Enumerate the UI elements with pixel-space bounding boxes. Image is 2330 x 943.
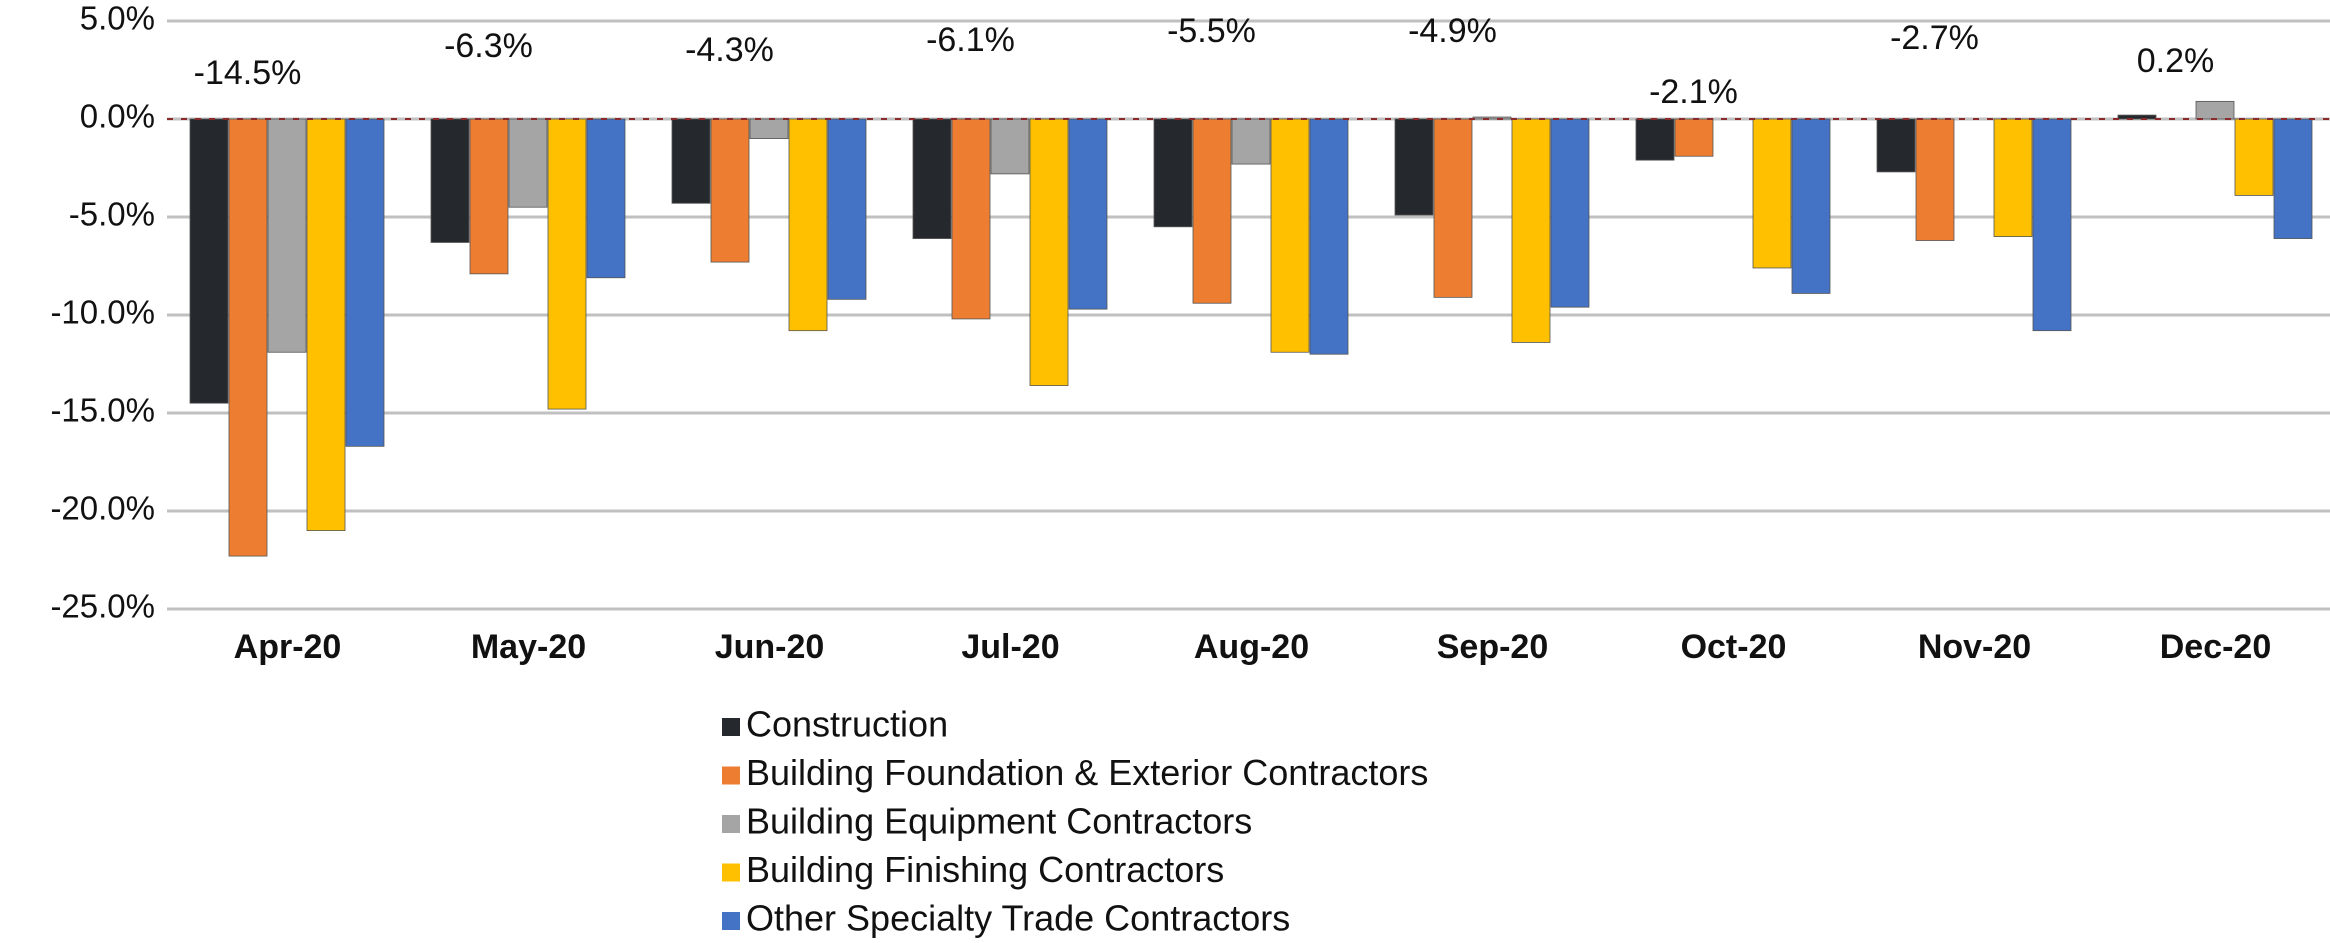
legend-swatch: [722, 718, 740, 736]
bar: [710, 118, 750, 263]
x-tick-label: Sep-20: [1437, 628, 1549, 666]
y-tick-label: -5.0%: [69, 196, 155, 233]
bar: [345, 118, 385, 447]
x-tick-label: Jun-20: [715, 628, 825, 666]
data-label: -4.9%: [1408, 12, 1497, 50]
data-label: -6.1%: [926, 21, 1015, 59]
bar: [1394, 118, 1434, 216]
y-tick-label: 0.0%: [80, 98, 155, 135]
bar: [1791, 118, 1831, 294]
bar: [2117, 114, 2157, 120]
bar: [1674, 118, 1714, 157]
bar: [1876, 118, 1916, 173]
bar: [2195, 100, 2235, 120]
bar: [788, 118, 828, 332]
bar: [586, 118, 626, 279]
bar: [508, 118, 548, 208]
data-label: -2.7%: [1890, 19, 1979, 57]
x-tick-label: Aug-20: [1194, 628, 1309, 666]
x-tick-label: Dec-20: [2160, 628, 2272, 666]
legend-label: Building Finishing Contractors: [746, 849, 1224, 890]
bar: [912, 118, 952, 239]
x-tick-label: Nov-20: [1918, 628, 2031, 666]
legend-swatch: [722, 815, 740, 833]
legend-swatch: [722, 766, 740, 785]
bar: [2032, 118, 2072, 332]
legend-swatch: [722, 912, 740, 930]
bar: [1511, 118, 1551, 343]
data-label: -2.1%: [1649, 73, 1738, 111]
bar: [1752, 118, 1792, 269]
y-tick-label: -15.0%: [50, 392, 155, 429]
bar: [1550, 118, 1590, 308]
data-label: -4.3%: [685, 31, 774, 69]
y-tick-label: -20.0%: [50, 490, 155, 527]
bar: [827, 118, 867, 300]
x-tick-label: Jul-20: [961, 628, 1059, 666]
y-tick-label: -10.0%: [50, 294, 155, 331]
x-tick-label: May-20: [471, 628, 586, 666]
bar: [267, 118, 307, 353]
bar: [1433, 118, 1473, 298]
bar: [306, 118, 346, 532]
bar: [671, 118, 711, 204]
bar: [2273, 118, 2313, 239]
bar: [1270, 118, 1310, 353]
bar: [1153, 118, 1193, 228]
bar: [1029, 118, 1069, 386]
bar: [1635, 118, 1675, 161]
data-label: -14.5%: [194, 54, 302, 92]
y-tick-label: 5.0%: [80, 0, 155, 37]
bar: [189, 118, 229, 404]
bar: [749, 118, 789, 140]
legend-label: Building Equipment Contractors: [746, 801, 1252, 842]
x-tick-label: Apr-20: [234, 628, 342, 666]
bar: [1309, 118, 1349, 355]
bar: [951, 118, 991, 320]
bar: [1993, 118, 2033, 237]
data-label: 0.2%: [2137, 42, 2215, 80]
bar: [1192, 118, 1232, 304]
legend-swatch: [722, 863, 740, 882]
legend-label: Construction: [746, 704, 948, 745]
bar: [1068, 118, 1108, 310]
bar: [228, 118, 268, 557]
bar: [2234, 118, 2274, 196]
bar: [469, 118, 509, 275]
bar: [990, 118, 1030, 175]
bar: [1231, 118, 1271, 165]
bar: [1915, 118, 1955, 241]
y-tick-label: -25.0%: [50, 588, 155, 625]
legend-label: Other Specialty Trade Contractors: [746, 898, 1290, 939]
bar: [547, 118, 587, 410]
data-label: -5.5%: [1167, 12, 1256, 50]
legend-label: Building Foundation & Exterior Contracto…: [746, 752, 1428, 793]
data-label: -6.3%: [444, 27, 533, 65]
bar: [430, 118, 470, 243]
bar: [1472, 116, 1512, 120]
x-tick-label: Oct-20: [1681, 628, 1787, 666]
